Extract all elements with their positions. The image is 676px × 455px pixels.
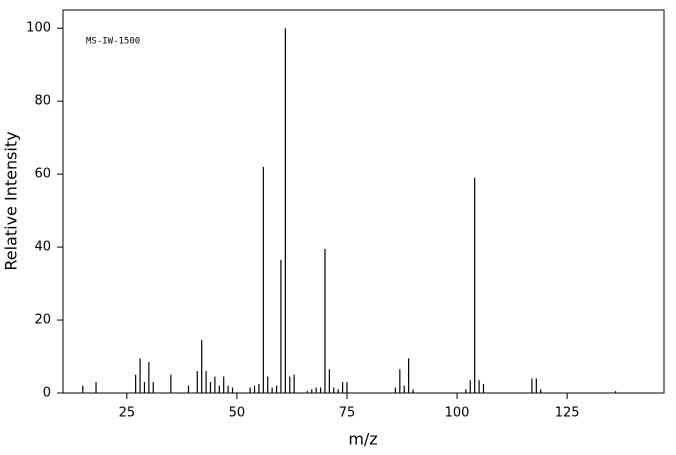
annotation: MS-IW-1500 bbox=[86, 37, 140, 47]
y-tick-label: 100 bbox=[26, 21, 51, 36]
x-tick-label: 125 bbox=[555, 406, 580, 421]
y-axis-label: Relative Intensity bbox=[2, 131, 21, 270]
y-tick-label: 40 bbox=[34, 240, 51, 255]
y-tick-label: 80 bbox=[34, 94, 51, 109]
y-tick-label: 60 bbox=[34, 167, 51, 182]
y-tick-label: 20 bbox=[34, 313, 51, 328]
x-tick-label: 50 bbox=[229, 406, 246, 421]
y-tick-label: 0 bbox=[43, 386, 51, 401]
x-tick-label: 100 bbox=[445, 406, 470, 421]
x-axis-label: m/z bbox=[348, 430, 377, 449]
x-tick-label: 75 bbox=[339, 406, 356, 421]
plot-frame bbox=[62, 9, 665, 394]
x-tick-label: 25 bbox=[119, 406, 136, 421]
